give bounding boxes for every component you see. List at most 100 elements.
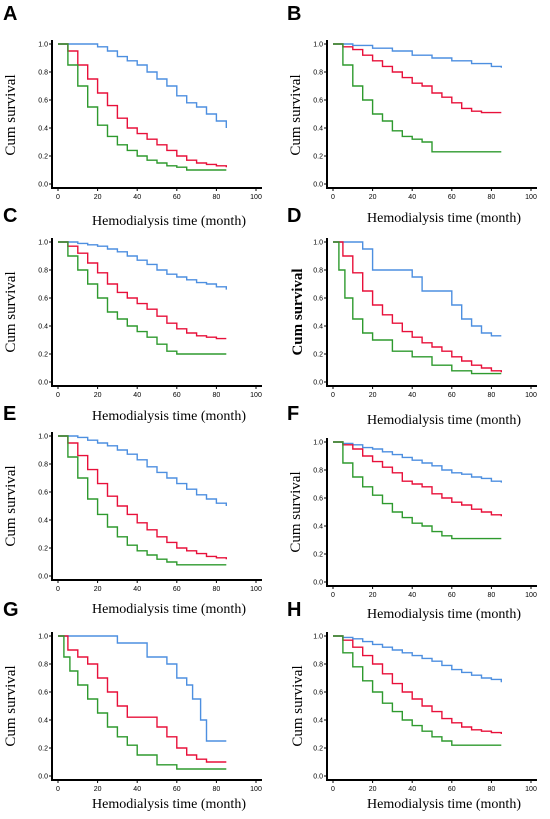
y-tick-label-e: 0.4	[38, 518, 48, 525]
x-tick-label-f: 80	[488, 592, 496, 599]
x-tick-label-h: 20	[369, 786, 377, 793]
x-tick-label-b: 100	[525, 194, 537, 201]
x-axis-label-c: Hemodialysis time (month)	[92, 409, 246, 424]
axes-f	[326, 438, 537, 587]
y-tick-label-b: 0.6	[313, 98, 323, 105]
y-tick-label-d: 0.4	[313, 324, 323, 331]
survival-curve-red-g	[58, 635, 227, 763]
y-tick-label-d: 0.6	[313, 296, 323, 303]
x-tick-label-d: 80	[488, 392, 496, 399]
survival-curve-blue-g	[58, 635, 227, 742]
x-tick-label-g: 80	[213, 786, 221, 793]
x-tick-label-h: 40	[408, 786, 416, 793]
y-tick-label-b: 0.0	[313, 182, 323, 189]
y-tick-label-c: 0.4	[38, 324, 48, 331]
y-tick-label-f: 0.2	[313, 552, 323, 559]
y-tick-label-a: 0.6	[38, 98, 48, 105]
x-tick-label-b: 80	[488, 194, 496, 201]
y-tick-label-h: 0.8	[313, 662, 323, 669]
panel-letter-f: F	[287, 403, 299, 425]
panel-letter-a: A	[3, 3, 17, 25]
x-tick-label-c: 40	[133, 392, 141, 399]
x-tick-label-f: 0	[331, 592, 335, 599]
y-tick-label-a: 0.8	[38, 70, 48, 77]
panel-g: G 0.0 0.2 0.4 0.6 0.8 1.0 0 20 40 60 80 100 Cum survi…	[3, 599, 262, 812]
x-tick-label-h: 0	[331, 786, 335, 793]
y-tick-label-e: 0.6	[38, 490, 48, 497]
x-tick-label-a: 80	[213, 194, 221, 201]
survival-curve-blue-c	[58, 241, 227, 290]
x-tick-label-h: 80	[488, 786, 496, 793]
x-tick-label-b: 0	[331, 194, 335, 201]
panel-a: A 0.0 0.2 0.4 0.6 0.8 1.0 0 20 40 60 80 100 Cum survi…	[3, 3, 262, 229]
x-tick-label-c: 20	[94, 392, 102, 399]
x-tick-label-g: 20	[94, 786, 102, 793]
x-tick-label-d: 0	[331, 392, 335, 399]
x-tick-label-a: 40	[133, 194, 141, 201]
survival-curve-green-c	[58, 241, 227, 355]
y-tick-label-f: 0.0	[313, 580, 323, 587]
x-axis-label-a: Hemodialysis time (month)	[92, 214, 246, 229]
axes-g	[51, 632, 262, 781]
x-axis-label-e: Hemodialysis time (month)	[92, 602, 246, 617]
panel-b: B 0.0 0.2 0.4 0.6 0.8 1.0 0 20 40 60 80 100 Cum survi…	[287, 3, 537, 226]
survival-curve-red-h	[333, 635, 502, 734]
x-tick-label-c: 0	[56, 392, 60, 399]
y-tick-label-h: 1.0	[313, 634, 323, 641]
panel-letter-h: H	[287, 599, 301, 621]
x-tick-label-c: 80	[213, 392, 221, 399]
x-tick-label-b: 20	[369, 194, 377, 201]
survival-curve-blue-e	[58, 435, 227, 506]
panel-letter-c: C	[3, 205, 17, 227]
x-axis-label-d: Hemodialysis time (month)	[367, 413, 521, 428]
axes-c	[51, 238, 262, 387]
x-tick-label-a: 100	[250, 194, 262, 201]
y-tick-label-e: 0.8	[38, 462, 48, 469]
survival-curve-red-e	[58, 435, 227, 560]
x-tick-label-g: 40	[133, 786, 141, 793]
y-tick-label-f: 1.0	[313, 440, 323, 447]
axes-h	[326, 632, 537, 781]
panel-letter-e: E	[3, 403, 16, 425]
survival-curve-green-a	[58, 43, 227, 171]
y-tick-label-c: 0.8	[38, 268, 48, 275]
survival-curve-red-b	[333, 43, 502, 114]
panel-letter-d: D	[287, 205, 301, 227]
y-tick-label-e: 0.2	[38, 546, 48, 553]
survival-curve-green-f	[333, 441, 502, 540]
x-tick-label-e: 0	[56, 586, 60, 593]
y-tick-label-g: 0.2	[38, 746, 48, 753]
x-axis-label-g: Hemodialysis time (month)	[92, 797, 246, 812]
axes-d	[326, 238, 537, 387]
y-tick-label-g: 1.0	[38, 634, 48, 641]
y-tick-label-b: 0.4	[313, 126, 323, 133]
axes-a	[51, 40, 262, 189]
axes-b	[326, 40, 537, 189]
panel-c: C 0.0 0.2 0.4 0.6 0.8 1.0 0 20 40 60 80 100 Cum survi…	[3, 205, 262, 424]
x-tick-label-h: 60	[448, 786, 456, 793]
y-tick-label-h: 0.0	[313, 774, 323, 781]
y-tick-label-g: 0.4	[38, 718, 48, 725]
y-tick-label-h: 0.6	[313, 690, 323, 697]
x-tick-label-g: 100	[250, 786, 262, 793]
x-tick-label-f: 60	[448, 592, 456, 599]
y-axis-label-h: Cum survival	[290, 665, 306, 746]
y-tick-label-b: 0.2	[313, 154, 323, 161]
x-tick-label-b: 40	[408, 194, 416, 201]
y-tick-label-d: 0.0	[313, 380, 323, 387]
x-tick-label-a: 0	[56, 194, 60, 201]
x-tick-label-d: 100	[525, 392, 537, 399]
x-tick-label-e: 80	[213, 586, 221, 593]
survival-curve-red-f	[333, 441, 502, 517]
x-tick-label-e: 40	[133, 586, 141, 593]
y-tick-label-d: 0.2	[313, 352, 323, 359]
x-tick-label-g: 0	[56, 786, 60, 793]
x-tick-label-e: 100	[250, 586, 262, 593]
x-tick-label-f: 100	[525, 592, 537, 599]
y-tick-label-f: 0.8	[313, 468, 323, 475]
panel-d: D 0.0 0.2 0.4 0.6 0.8 1.0 0 20 40 60 80 100 Cum survi…	[287, 205, 537, 428]
y-axis-label-g: Cum survival	[3, 665, 19, 746]
survival-curve-green-b	[333, 43, 502, 153]
panel-f: F 0.0 0.2 0.4 0.6 0.8 1.0 0 20 40 60 80 100 Cum survi…	[287, 403, 537, 622]
